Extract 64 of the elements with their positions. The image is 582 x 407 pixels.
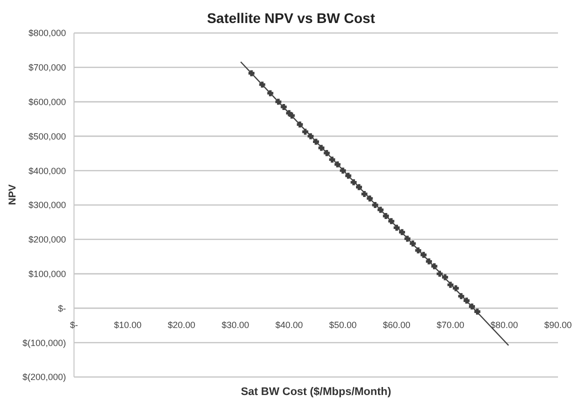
- point: [259, 82, 266, 88]
- point: [340, 168, 346, 174]
- y-tick-label: $(200,000): [22, 372, 66, 382]
- point: [356, 184, 362, 190]
- point: [382, 213, 389, 220]
- x-tick-label: $40.00: [275, 320, 303, 330]
- point: [464, 298, 470, 304]
- point: [447, 282, 454, 288]
- point: [426, 258, 432, 264]
- point: [442, 274, 448, 280]
- point: [296, 121, 303, 128]
- point: [468, 303, 475, 310]
- point: [329, 156, 336, 163]
- point: [275, 98, 282, 105]
- y-tick-label: $500,000: [28, 131, 66, 142]
- point: [394, 224, 400, 231]
- y-tick-label: $(100,000): [22, 338, 66, 348]
- y-tick-label: $400,000: [28, 166, 66, 176]
- point: [410, 240, 416, 247]
- point: [378, 206, 384, 213]
- point: [361, 190, 368, 197]
- point: [267, 90, 274, 96]
- point: [350, 179, 357, 186]
- point: [452, 285, 459, 292]
- point: [458, 293, 464, 300]
- point: [302, 128, 308, 135]
- point: [420, 252, 427, 258]
- x-axis-title: Sat BW Cost ($/Mbps/Month): [240, 386, 392, 398]
- x-tick-label: $60.00: [382, 320, 410, 330]
- y-axis-title: NPV: [8, 184, 19, 205]
- x-tick-label: $10.00: [114, 320, 142, 330]
- y-tick-label: $600,000: [28, 96, 66, 107]
- point: [436, 270, 443, 277]
- point: [372, 202, 378, 208]
- x-tick-label: $50.00: [329, 320, 357, 330]
- point: [431, 263, 438, 270]
- x-tick-label: $-: [70, 320, 78, 330]
- point: [288, 112, 295, 119]
- point: [248, 70, 254, 76]
- point: [366, 195, 373, 202]
- point: [312, 138, 320, 145]
- y-tick-label: $200,000: [28, 234, 66, 245]
- point: [345, 172, 352, 179]
- point: [334, 161, 341, 168]
- point: [324, 150, 330, 156]
- point: [308, 133, 314, 140]
- y-tick-label: $100,000: [28, 268, 66, 279]
- x-tick-label: $70.00: [436, 320, 464, 330]
- point: [318, 144, 324, 151]
- y-tick-label: $-: [58, 303, 66, 314]
- x-tick-label: $80.00: [490, 320, 518, 330]
- point: [474, 308, 480, 315]
- y-tick-label: $300,000: [28, 200, 66, 210]
- point: [399, 229, 406, 236]
- point: [388, 218, 394, 224]
- y-tick-label: $700,000: [28, 62, 66, 73]
- point: [404, 236, 410, 242]
- point: [280, 104, 287, 110]
- x-tick-label: $90.00: [544, 320, 572, 330]
- x-tick-label: $30.00: [222, 320, 250, 330]
- x-tick-label: $20.00: [168, 320, 196, 330]
- chart-title: Satellite NPV vs BW Cost: [206, 10, 376, 26]
- point: [415, 247, 422, 254]
- y-tick-label: $800,000: [28, 28, 66, 38]
